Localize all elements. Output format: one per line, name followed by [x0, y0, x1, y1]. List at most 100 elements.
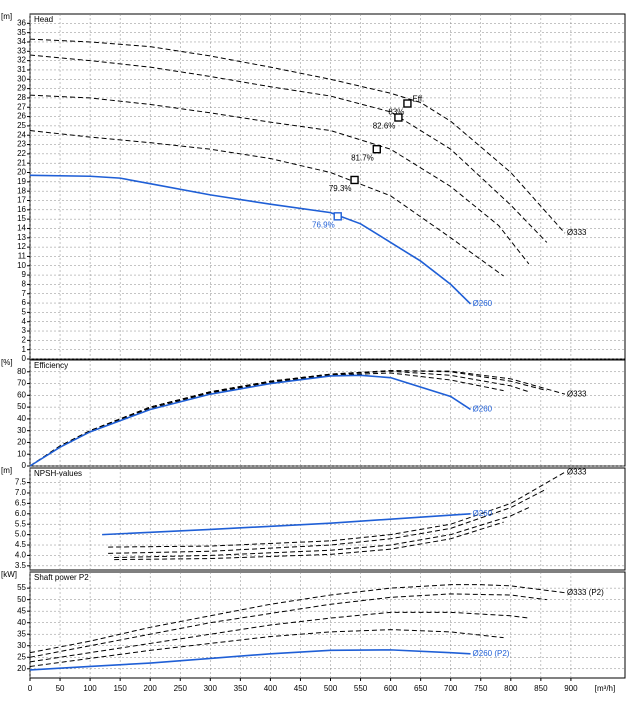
y-tick-label: 35	[17, 28, 26, 37]
curve	[29, 130, 504, 277]
duty-point-label: 76.9%	[312, 220, 335, 229]
curve	[29, 174, 472, 305]
curve	[108, 471, 566, 548]
y-tick-label: 7.5	[15, 478, 27, 487]
y-tick-label: 12	[17, 242, 26, 251]
duty-point	[350, 175, 359, 185]
x-tick-label: 0	[28, 684, 33, 693]
curve	[108, 488, 548, 554]
y-tick-label: 13	[17, 233, 26, 242]
y-tick-label: 17	[17, 196, 26, 205]
y-tick-label: 30	[17, 426, 26, 435]
y-tick-label: 80	[17, 367, 26, 376]
curve	[29, 593, 547, 658]
y-tick-label: 23	[17, 140, 26, 149]
y-tick-label: 7	[22, 289, 27, 298]
plot-area	[29, 467, 626, 571]
y-tick-label: 9	[22, 270, 27, 279]
x-tick-label: 250	[174, 684, 188, 693]
y-tick-label: 27	[17, 102, 26, 111]
curve	[29, 94, 530, 265]
curve-label: Ø333	[567, 389, 587, 398]
y-tick-label: 4	[22, 317, 27, 326]
y-tick-label: 4.0	[15, 551, 27, 560]
duty-point-label: 83%	[388, 108, 404, 117]
panel-title: Efficiency	[34, 361, 68, 370]
x-tick-label: 100	[83, 684, 97, 693]
y-tick-label: 40	[17, 414, 26, 423]
x-tick-label: 200	[144, 684, 158, 693]
duty-point	[333, 212, 342, 221]
curve	[29, 370, 529, 467]
x-tick-label: 550	[354, 684, 368, 693]
y-tick-label: 20	[17, 438, 26, 447]
y-tick-label: 1	[22, 345, 27, 354]
y-tick-label: 50	[17, 402, 26, 411]
x-tick-label: 500	[324, 684, 338, 693]
y-tick-label: 70	[17, 379, 26, 388]
y-tick-label: 10	[17, 449, 26, 458]
y-tick-label: 28	[17, 93, 26, 102]
y-tick-label: 14	[17, 224, 26, 233]
panel-title: Shaft power P2	[34, 573, 89, 582]
plot-area	[29, 359, 626, 467]
x-tick-label: 450	[294, 684, 308, 693]
y-tick-label: 5	[22, 307, 27, 316]
y-tick-label: 16	[17, 205, 26, 214]
y-tick-label: 18	[17, 186, 26, 195]
duty-point-label: 79.3%	[329, 184, 352, 193]
curve-label: Ø260	[473, 299, 493, 308]
y-unit: [%]	[1, 358, 13, 367]
curve	[29, 584, 565, 654]
panel-title: Head	[34, 15, 53, 24]
y-tick-label: 30	[17, 74, 26, 83]
curve-label: Ø260 (P2)	[473, 649, 510, 658]
y-unit: [m]	[1, 466, 12, 475]
x-tick-label: 150	[113, 684, 127, 693]
y-tick-label: 25	[17, 652, 26, 661]
y-tick-label: 31	[17, 65, 26, 74]
y-tick-label: 22	[17, 149, 26, 158]
curve-label: Ø333 (P2)	[567, 588, 604, 597]
curve	[29, 38, 566, 234]
y-tick-label: 19	[17, 177, 26, 186]
curve	[29, 374, 471, 467]
duty-point	[403, 99, 412, 108]
y-tick-label: 6.0	[15, 509, 27, 518]
y-tick-label: 4.5	[15, 540, 27, 549]
x-tick-label: 650	[414, 684, 428, 693]
y-tick-label: 10	[17, 261, 26, 270]
curve-label: Ø333	[567, 467, 587, 476]
duty-point	[372, 145, 381, 154]
x-tick-label: 850	[534, 684, 548, 693]
y-unit: [kW]	[1, 570, 17, 579]
y-tick-label: 36	[17, 18, 26, 27]
y-tick-label: 55	[17, 583, 26, 592]
x-tick-label: 350	[234, 684, 248, 693]
curve	[29, 54, 548, 243]
y-tick-label: 50	[17, 595, 26, 604]
y-tick-label: 0	[22, 354, 27, 363]
panel-title: NPSH-values	[34, 469, 82, 478]
curve	[29, 629, 504, 667]
y-tick-label: 30	[17, 641, 26, 650]
y-tick-label: 3	[22, 326, 27, 335]
y-tick-label: 7.0	[15, 488, 27, 497]
y-tick-label: 29	[17, 84, 26, 93]
curve	[114, 507, 530, 559]
y-tick-label: 8	[22, 280, 27, 289]
duty-point-note: Eff.	[412, 95, 424, 104]
y-tick-label: 26	[17, 112, 26, 121]
x-tick-label: 750	[474, 684, 488, 693]
y-tick-label: 15	[17, 214, 26, 223]
x-tick-label: 300	[204, 684, 218, 693]
y-tick-label: 6.5	[15, 498, 27, 507]
y-tick-label: 11	[18, 252, 27, 261]
x-tick-label: 50	[56, 684, 65, 693]
duty-point-label: 81.7%	[351, 153, 374, 162]
y-tick-label: 5.5	[15, 519, 27, 528]
y-tick-label: 33	[17, 46, 26, 55]
y-tick-label: 0	[22, 461, 27, 470]
curve	[114, 521, 504, 561]
